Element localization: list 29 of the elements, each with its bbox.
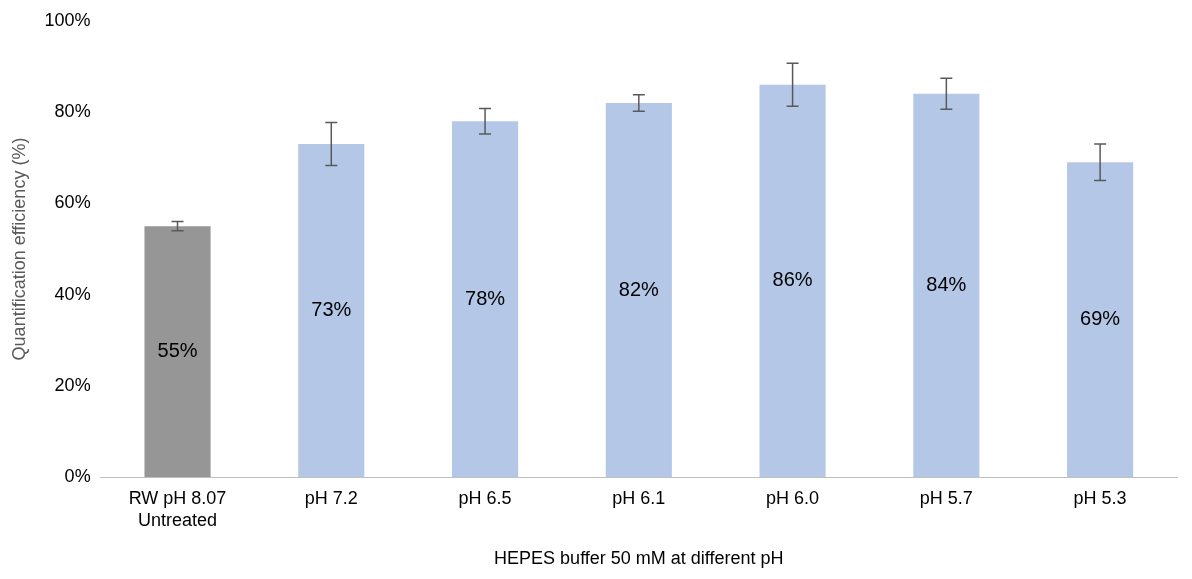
bar <box>451 121 519 478</box>
y-tick-label: 60% <box>54 192 91 213</box>
data-label: 73% <box>311 298 352 321</box>
y-tick-label: 20% <box>54 374 91 395</box>
y-tick-label: 80% <box>54 101 91 122</box>
x-axis-title: HEPES buffer 50 mM at different pH <box>494 548 784 569</box>
x-tick-label: pH 5.3 <box>1073 487 1127 508</box>
x-tick-label: pH 7.2 <box>304 487 358 508</box>
data-label: 55% <box>157 339 198 362</box>
data-label: 86% <box>772 268 813 291</box>
bar <box>144 226 211 478</box>
bar <box>759 84 826 478</box>
x-tick-label: pH 6.0 <box>766 487 820 508</box>
y-tick-label: 40% <box>54 283 91 304</box>
x-tick-label: pH 6.1 <box>612 487 666 508</box>
data-label: 82% <box>618 277 660 300</box>
bar <box>605 102 672 478</box>
data-label: 78% <box>465 286 506 309</box>
data-label: 84% <box>926 273 967 296</box>
bar <box>298 144 365 478</box>
x-tick-label: pH 5.7 <box>919 487 973 508</box>
y-axis-title: Quantification efficiency (%) <box>8 137 29 361</box>
data-label: 69% <box>1080 307 1121 330</box>
y-tick-label: 100% <box>44 9 91 30</box>
bar <box>1067 162 1134 478</box>
y-tick-label: 0% <box>64 466 91 487</box>
x-tick-label: pH 6.5 <box>458 487 512 508</box>
bar <box>913 93 980 478</box>
x-tick-label: RW pH 8.07 Untreated <box>128 487 227 530</box>
